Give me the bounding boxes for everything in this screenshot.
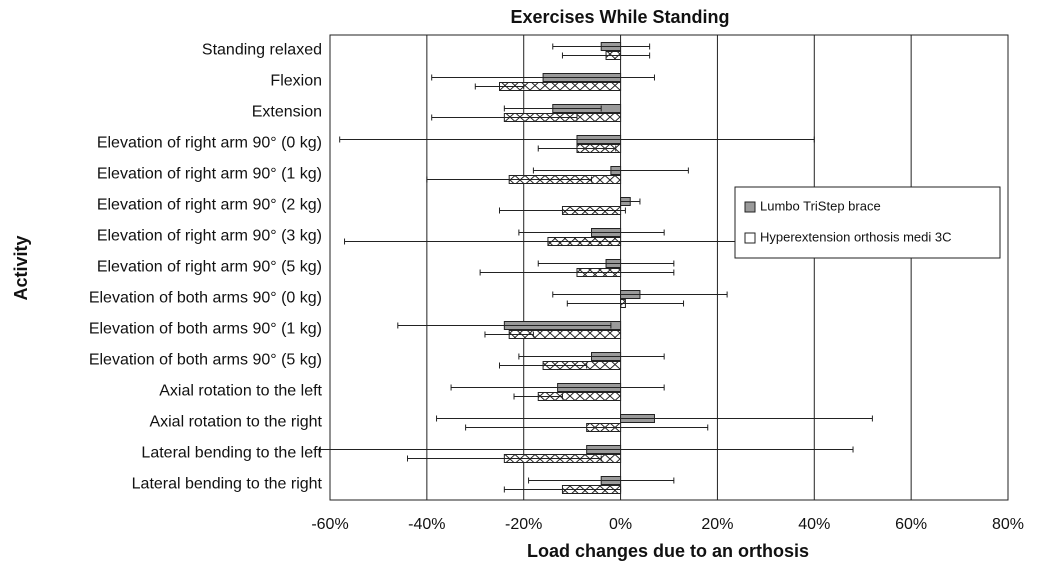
legend: Lumbo TriStep brace Hyperextension orthos… — [734, 186, 1001, 259]
y-tick-label: Elevation of right arm 90° (2 kg) — [97, 197, 322, 214]
legend-swatch — [744, 232, 756, 244]
x-tick-label: -40% — [408, 516, 445, 533]
y-tick-label: Flexion — [270, 73, 322, 90]
y-tick-label: Lateral bending to the right — [132, 476, 323, 493]
legend-label: Lumbo TriStep brace — [760, 198, 881, 213]
legend-swatch — [744, 201, 756, 213]
y-tick-label: Elevation of both arms 90° (0 kg) — [89, 290, 322, 307]
y-tick-label: Axial rotation to the right — [149, 414, 322, 431]
y-tick-label: Elevation of right arm 90° (1 kg) — [97, 166, 322, 183]
y-axis-label: Activity — [11, 235, 31, 300]
legend-box — [734, 186, 1001, 259]
y-tick-label: Elevation of right arm 90° (0 kg) — [97, 135, 322, 152]
chart-title: Exercises While Standing — [510, 7, 729, 27]
x-axis-label: Load changes due to an orthosis — [527, 541, 809, 561]
x-tick-label: -20% — [505, 516, 542, 533]
y-tick-label: Elevation of right arm 90° (5 kg) — [97, 259, 322, 276]
x-tick-label: -60% — [311, 516, 348, 533]
x-tick-label: 20% — [701, 516, 733, 533]
y-tick-label: Lateral bending to the left — [141, 445, 322, 462]
plot-area — [329, 34, 1009, 501]
x-tick-label: 60% — [895, 516, 927, 533]
x-tick-label: 80% — [992, 516, 1024, 533]
y-tick-label: Elevation of both arms 90° (1 kg) — [89, 321, 322, 338]
y-tick-label: Extension — [252, 104, 322, 121]
y-tick-label: Elevation of both arms 90° (5 kg) — [89, 352, 322, 369]
x-tick-label: 0% — [609, 516, 632, 533]
y-tick-label: Elevation of right arm 90° (3 kg) — [97, 228, 322, 245]
y-tick-label: Standing relaxed — [202, 42, 322, 59]
legend-label: Hyperextension orthosis medi 3C — [760, 229, 951, 244]
x-tick-label: 40% — [798, 516, 830, 533]
y-tick-label: Axial rotation to the left — [159, 383, 322, 400]
